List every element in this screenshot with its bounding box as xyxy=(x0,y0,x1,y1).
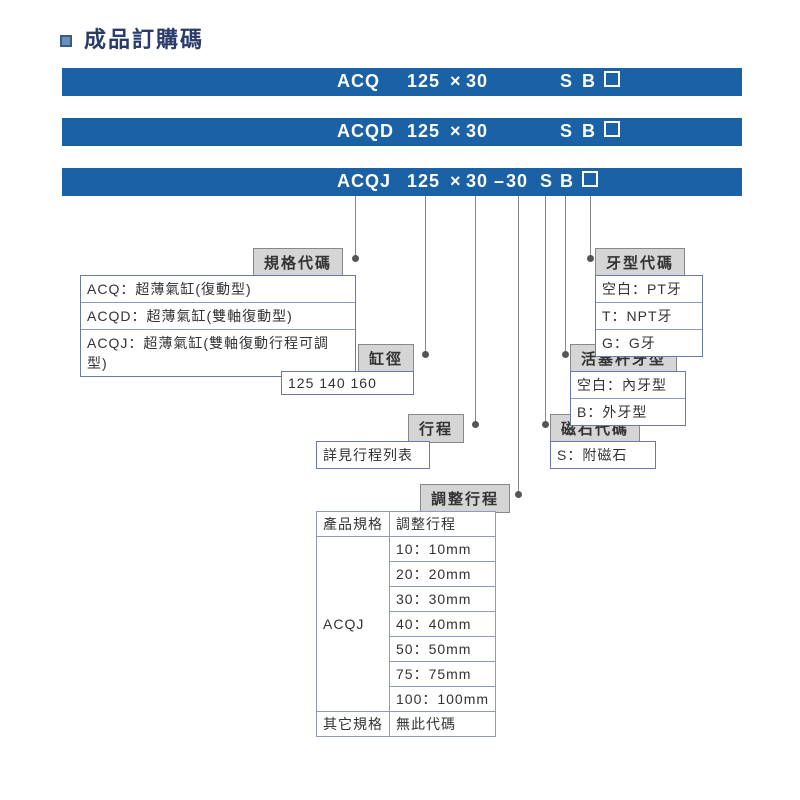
placeholder-box xyxy=(582,171,598,187)
page-title: 成品訂購碼 xyxy=(60,22,204,54)
bullet-icon xyxy=(60,35,72,47)
box-thread: 空白：PT牙 T：NPT牙 G：G牙 xyxy=(595,275,703,357)
table-adjstroke: 產品規格調整行程 ACQJ10：10mm 20：20mm 30：30mm 40：… xyxy=(316,511,496,737)
box-spec: ACQ：超薄氣缸(復動型) ACQD：超薄氣缸(雙軸復動型) ACQJ：超薄氣缸… xyxy=(80,275,356,377)
placeholder-box xyxy=(604,71,620,87)
box-bore: 125 140 160 xyxy=(281,371,414,395)
box-magnet: S：附磁石 xyxy=(550,441,656,469)
label-stroke: 行程 xyxy=(408,414,464,443)
placeholder-box xyxy=(604,121,620,137)
box-rodthread: 空白：內牙型 B：外牙型 xyxy=(570,371,686,426)
title-text: 成品訂購碼 xyxy=(84,27,204,52)
code-bar-2: ACQD125×30 SB xyxy=(62,118,742,146)
code-bar-1: ACQ125×30 SB xyxy=(62,68,742,96)
label-bore: 缸徑 xyxy=(358,344,414,373)
label-spec: 規格代碼 xyxy=(253,248,343,277)
box-stroke: 詳見行程列表 xyxy=(316,441,430,469)
label-thread: 牙型代碼 xyxy=(595,248,685,277)
label-adjstroke: 調整行程 xyxy=(420,484,510,513)
code-bar-3: ACQJ125×30 –30 SB xyxy=(62,168,742,196)
